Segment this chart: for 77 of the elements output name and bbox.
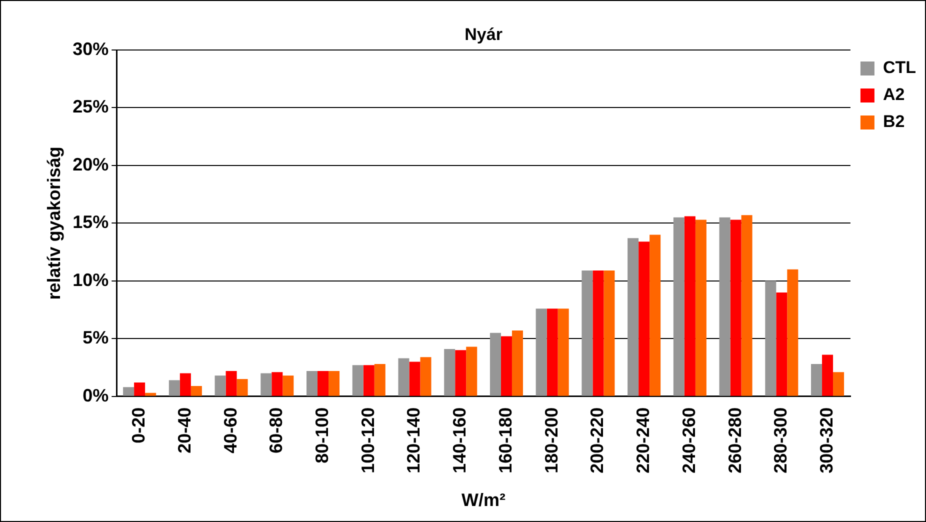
legend-label: B2 — [882, 112, 905, 132]
x-tick-label: 200-220 — [587, 407, 608, 474]
bar — [673, 217, 684, 396]
bar — [811, 364, 822, 396]
bar — [582, 270, 593, 396]
bar — [822, 354, 834, 396]
bar — [833, 372, 844, 396]
x-tick-label: 220-240 — [633, 407, 654, 474]
y-tick-label: 0% — [82, 385, 109, 406]
bar — [282, 376, 294, 396]
x-tick-label: 100-120 — [358, 407, 378, 474]
bar — [168, 380, 180, 396]
x-tick-label: 180-200 — [541, 407, 562, 474]
bar — [558, 308, 569, 396]
bar — [490, 332, 501, 396]
y-tick-label: 30% — [72, 38, 109, 59]
x-tick-label: 80-100 — [312, 407, 332, 464]
x-tick-label: 280-300 — [770, 407, 791, 474]
chart-title: Nyár — [464, 25, 503, 44]
y-axis-title: relatív gyakoriság — [44, 146, 64, 300]
legend-label: CTL — [882, 58, 916, 78]
x-tick-label: 160-180 — [495, 407, 516, 474]
bar — [352, 365, 364, 396]
bar — [695, 220, 706, 396]
x-tick-label: 40-60 — [220, 407, 240, 454]
x-tick-label: 240-260 — [678, 407, 699, 474]
x-tick-label: 140-160 — [450, 407, 470, 474]
bar — [787, 269, 798, 396]
bar — [180, 373, 191, 396]
bar — [374, 364, 386, 396]
bar — [684, 216, 696, 396]
x-tick-label: 0-20 — [128, 407, 149, 444]
bar — [604, 270, 615, 396]
bar — [719, 217, 730, 396]
bar — [765, 280, 776, 396]
bar — [536, 308, 547, 396]
bar — [272, 372, 283, 396]
y-tick-label: 10% — [72, 270, 109, 290]
x-tick-label: 120-140 — [404, 407, 424, 474]
bar — [730, 220, 742, 396]
bar — [455, 350, 466, 396]
bar — [328, 370, 340, 396]
x-tick-label: 300-320 — [816, 407, 836, 474]
bar — [236, 379, 248, 396]
y-tick-label: 20% — [72, 154, 109, 174]
bar — [123, 387, 134, 396]
y-tick-label: 25% — [72, 96, 109, 117]
bar — [190, 386, 202, 396]
bar — [500, 336, 512, 396]
bar — [741, 215, 752, 396]
bar — [409, 362, 420, 396]
bar — [592, 270, 604, 396]
y-tick-label: 15% — [72, 212, 109, 232]
legend-label: A2 — [882, 85, 905, 104]
bar — [466, 346, 478, 396]
bar — [134, 382, 146, 396]
bar — [776, 292, 788, 396]
x-axis-title: W/m² — [462, 490, 506, 510]
bar — [318, 370, 329, 396]
bar — [214, 376, 226, 396]
bar — [363, 365, 374, 396]
bar — [444, 349, 456, 396]
bar — [512, 330, 523, 396]
bar — [260, 373, 272, 396]
bar — [546, 308, 558, 396]
x-tick-label: 20-40 — [174, 407, 194, 454]
bar — [628, 238, 639, 396]
bar — [638, 242, 650, 396]
bar — [145, 392, 156, 396]
x-tick-label: 260-280 — [724, 407, 745, 474]
x-tick-label: 60-80 — [266, 407, 286, 454]
bar — [650, 234, 661, 396]
bar — [226, 370, 237, 396]
bar — [306, 370, 318, 396]
y-tick-label: 5% — [82, 328, 109, 348]
bar — [420, 357, 432, 396]
bar — [398, 358, 410, 396]
